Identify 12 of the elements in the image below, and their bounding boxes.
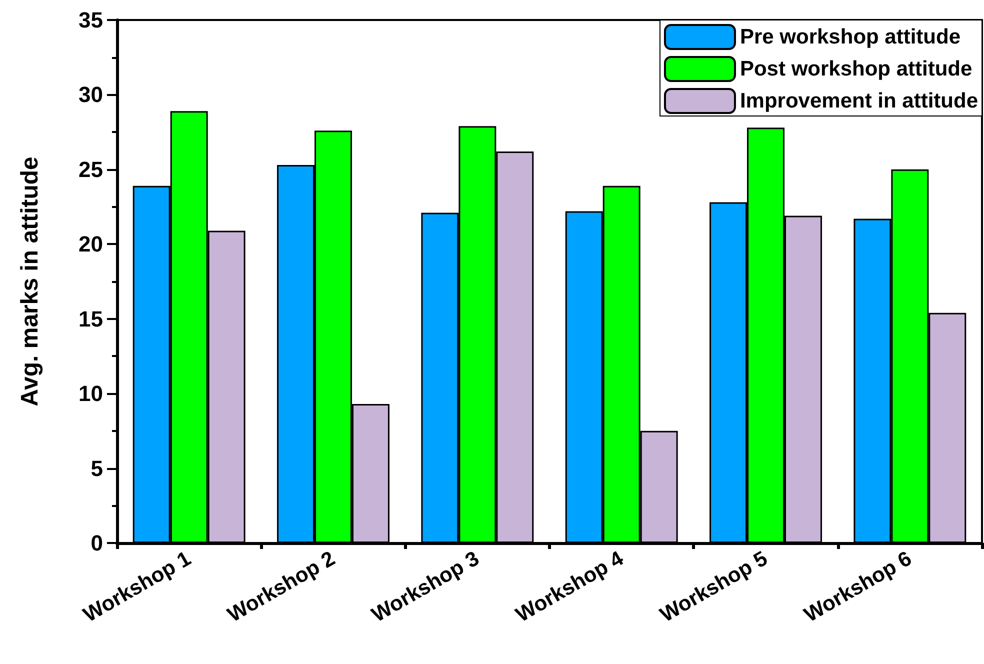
y-tick-label: 15 [78, 306, 103, 332]
y-tick-label: 0 [90, 530, 103, 556]
y-tick-label: 10 [78, 381, 103, 406]
y-tick-label: 35 [78, 8, 103, 32]
y-tick-label: 5 [90, 456, 103, 481]
y-tick-label: 25 [78, 156, 103, 182]
y-tick-label: 30 [78, 82, 103, 108]
legend-label: Improvement in attitude [740, 90, 978, 112]
y-axis-title: Avg. marks in attitude [16, 156, 44, 406]
legend-label: Post workshop attitude [740, 58, 972, 80]
y-tick-label: 20 [78, 232, 103, 257]
legend-label: Pre workshop attitude [740, 26, 961, 48]
